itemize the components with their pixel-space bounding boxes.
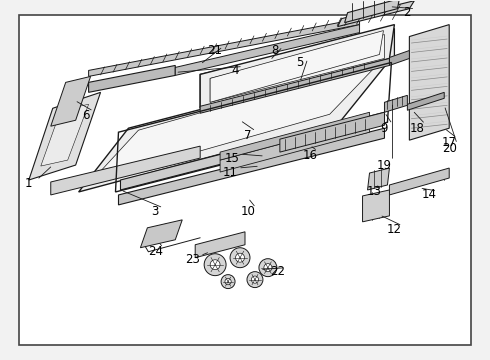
Text: 22: 22 (270, 265, 285, 278)
Text: 19: 19 (377, 158, 392, 172)
Polygon shape (51, 146, 200, 195)
Circle shape (210, 260, 220, 270)
Text: 21: 21 (208, 44, 222, 57)
Circle shape (204, 254, 226, 276)
Polygon shape (29, 92, 100, 180)
Circle shape (236, 253, 245, 262)
Text: 18: 18 (410, 122, 425, 135)
Polygon shape (51, 76, 91, 126)
Text: 24: 24 (148, 245, 163, 258)
Text: 2: 2 (404, 6, 411, 19)
Polygon shape (89, 66, 175, 92)
Text: 10: 10 (241, 205, 255, 219)
Text: 7: 7 (244, 129, 252, 142)
Circle shape (221, 275, 235, 289)
Circle shape (251, 276, 259, 283)
Polygon shape (407, 92, 444, 110)
Polygon shape (78, 60, 390, 192)
Polygon shape (89, 19, 360, 76)
Text: 4: 4 (231, 64, 239, 77)
Text: 23: 23 (185, 253, 199, 266)
Polygon shape (338, 1, 415, 27)
Polygon shape (175, 24, 360, 75)
Polygon shape (220, 112, 369, 160)
Polygon shape (195, 232, 245, 258)
Polygon shape (121, 112, 385, 190)
Text: 17: 17 (441, 136, 457, 149)
Polygon shape (368, 168, 390, 190)
Circle shape (247, 272, 263, 288)
Polygon shape (210, 35, 385, 102)
Circle shape (230, 248, 250, 268)
Polygon shape (390, 50, 409, 66)
Circle shape (264, 264, 272, 272)
Text: 6: 6 (82, 109, 89, 122)
Text: 16: 16 (302, 149, 317, 162)
Polygon shape (200, 24, 394, 108)
Polygon shape (409, 24, 449, 140)
Circle shape (259, 259, 277, 276)
Text: 13: 13 (367, 185, 382, 198)
Circle shape (225, 279, 231, 285)
Polygon shape (363, 190, 390, 222)
Text: 14: 14 (422, 188, 437, 202)
Polygon shape (200, 28, 394, 108)
Polygon shape (41, 104, 89, 166)
Text: 15: 15 (224, 152, 240, 165)
Text: 20: 20 (442, 141, 457, 155)
Polygon shape (280, 112, 385, 152)
Polygon shape (91, 62, 379, 182)
Text: 8: 8 (271, 44, 279, 57)
Polygon shape (220, 120, 369, 172)
Polygon shape (385, 95, 407, 112)
Text: 9: 9 (381, 122, 388, 135)
Text: 12: 12 (387, 223, 402, 236)
Polygon shape (344, 0, 399, 23)
Polygon shape (210, 31, 384, 102)
Polygon shape (200, 58, 390, 113)
Text: 11: 11 (222, 166, 238, 179)
Polygon shape (141, 220, 182, 248)
Polygon shape (390, 168, 449, 195)
Text: 3: 3 (152, 205, 159, 219)
Text: 5: 5 (296, 56, 303, 69)
Polygon shape (119, 128, 385, 205)
Text: 1: 1 (25, 177, 33, 190)
